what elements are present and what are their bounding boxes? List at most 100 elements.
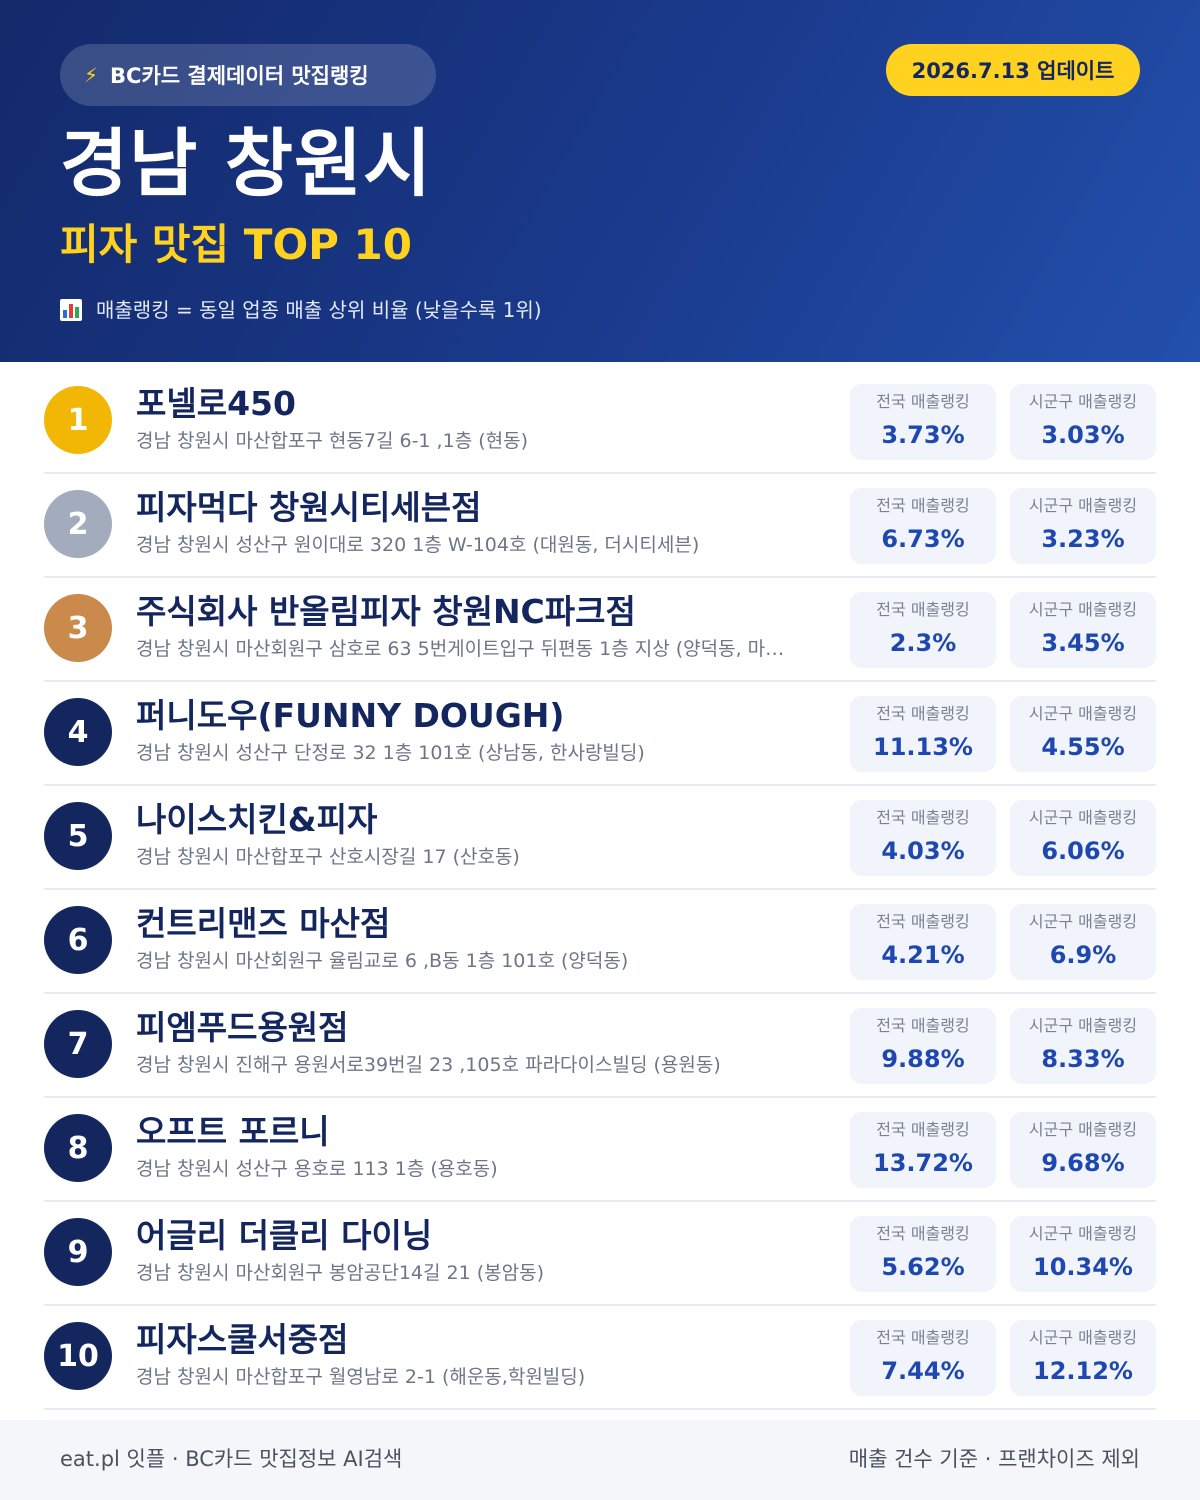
national-ranking-label: 전국 매출랭킹 xyxy=(876,808,970,827)
district-ranking-label: 시군구 매출랭킹 xyxy=(1028,1016,1138,1035)
restaurant-name[interactable]: 피자스쿨서중점 xyxy=(136,1320,349,1359)
restaurant-name[interactable]: 퍼니도우(FUNNY DOUGH) xyxy=(136,696,565,735)
district-ranking-label: 시군구 매출랭킹 xyxy=(1028,808,1138,827)
national-ranking-value: 9.88% xyxy=(881,1045,965,1073)
district-ranking-value: 3.23% xyxy=(1041,525,1125,553)
rank-badge: 8 xyxy=(44,1114,112,1182)
footer: eat.pl 잇플 · BC카드 맛집정보 AI검색 매출 건수 기준 · 프랜… xyxy=(0,1420,1200,1500)
header-banner: ⚡ BC카드 결제데이터 맛집랭킹 2026.7.13 업데이트 경남 창원시 … xyxy=(0,0,1200,362)
rank-badge: 3 xyxy=(44,594,112,662)
restaurant-row[interactable]: 10 피자스쿨서중점 경남 창원시 마산합포구 월영남로 2-1 (해운동,학원빌딩… xyxy=(44,1306,1156,1410)
restaurant-row[interactable]: 1 포넬로450 경남 창원시 마산합포구 현동7길 6-1 ,1층 (현동) 전국 … xyxy=(44,370,1156,474)
national-ranking-box: 전국 매출랭킹 3.73% xyxy=(850,384,996,460)
national-ranking-box: 전국 매출랭킹 9.88% xyxy=(850,1008,996,1084)
restaurant-address: 경남 창원시 마산회원구 봉암공단14길 21 (봉암동) xyxy=(136,1262,545,1284)
ranking-note: 매출랭킹 = 동일 업종 매출 상위 비율 (낮을수록 1위) xyxy=(60,292,542,328)
footer-source: eat.pl 잇플 · BC카드 맛집정보 AI검색 xyxy=(60,1447,403,1471)
restaurant-name[interactable]: 오프트 포르니 xyxy=(136,1112,330,1151)
district-ranking-label: 시군구 매출랭킹 xyxy=(1028,912,1138,931)
national-ranking-box: 전국 매출랭킹 4.21% xyxy=(850,904,996,980)
restaurant-address: 경남 창원시 마산합포구 산호시장길 17 (산호동) xyxy=(136,846,520,868)
rank-badge: 5 xyxy=(44,802,112,870)
national-ranking-value: 4.03% xyxy=(881,837,965,865)
district-ranking-box: 시군구 매출랭킹 6.06% xyxy=(1010,800,1156,876)
bar-chart-icon xyxy=(60,299,82,321)
restaurant-row[interactable]: 4 퍼니도우(FUNNY DOUGH) 경남 창원시 성산구 단정로 32 1층 1… xyxy=(44,682,1156,786)
rank-badge: 7 xyxy=(44,1010,112,1078)
restaurant-address: 경남 창원시 마산합포구 월영남로 2-1 (해운동,학원빌딩) xyxy=(136,1366,586,1388)
rank-badge: 1 xyxy=(44,386,112,454)
district-ranking-value: 10.34% xyxy=(1033,1253,1133,1281)
page-subtitle: 피자 맛집 TOP 10 xyxy=(60,220,413,269)
district-ranking-label: 시군구 매출랭킹 xyxy=(1028,1224,1138,1243)
district-ranking-value: 4.55% xyxy=(1041,733,1125,761)
restaurant-list: 1 포넬로450 경남 창원시 마산합포구 현동7길 6-1 ,1층 (현동) 전국 … xyxy=(44,370,1156,1410)
national-ranking-value: 11.13% xyxy=(873,733,973,761)
restaurant-address: 경남 창원시 마산합포구 현동7길 6-1 ,1층 (현동) xyxy=(136,430,528,452)
restaurant-address: 경남 창원시 마산회원구 율림교로 6 ,B동 1층 101호 (양덕동) xyxy=(136,950,629,972)
rank-badge: 4 xyxy=(44,698,112,766)
national-ranking-box: 전국 매출랭킹 5.62% xyxy=(850,1216,996,1292)
district-ranking-box: 시군구 매출랭킹 9.68% xyxy=(1010,1112,1156,1188)
district-ranking-box: 시군구 매출랭킹 8.33% xyxy=(1010,1008,1156,1084)
national-ranking-label: 전국 매출랭킹 xyxy=(876,912,970,931)
district-ranking-box: 시군구 매출랭킹 3.45% xyxy=(1010,592,1156,668)
national-ranking-label: 전국 매출랭킹 xyxy=(876,600,970,619)
lightning-icon: ⚡ xyxy=(84,63,99,87)
restaurant-name[interactable]: 주식회사 반올림피자 창원NC파크점 xyxy=(136,592,636,631)
restaurant-address: 경남 창원시 진해구 용원서로39번길 23 ,105호 파라다이스빌딩 (용원… xyxy=(136,1054,721,1076)
district-ranking-value: 9.68% xyxy=(1041,1149,1125,1177)
source-pill-label: BC카드 결제데이터 맛집랭킹 xyxy=(110,64,369,88)
restaurant-address: 경남 창원시 마산회원구 삼호로 63 5번게이트입구 뒤편동 1층 지상 (양… xyxy=(136,638,785,660)
national-ranking-label: 전국 매출랭킹 xyxy=(876,1328,970,1347)
restaurant-name[interactable]: 피엠푸드용원점 xyxy=(136,1008,349,1047)
national-ranking-value: 6.73% xyxy=(881,525,965,553)
restaurant-row[interactable]: 6 컨트리맨즈 마산점 경남 창원시 마산회원구 율림교로 6 ,B동 1층 101… xyxy=(44,890,1156,994)
national-ranking-value: 2.3% xyxy=(889,629,957,657)
district-ranking-label: 시군구 매출랭킹 xyxy=(1028,1328,1138,1347)
rank-badge: 9 xyxy=(44,1218,112,1286)
district-ranking-value: 3.03% xyxy=(1041,421,1125,449)
restaurant-address: 경남 창원시 성산구 단정로 32 1층 101호 (상남동, 한사랑빌딩) xyxy=(136,742,645,764)
district-ranking-label: 시군구 매출랭킹 xyxy=(1028,600,1138,619)
page-title: 경남 창원시 xyxy=(60,121,433,207)
restaurant-name[interactable]: 컨트리맨즈 마산점 xyxy=(136,904,391,943)
restaurant-address: 경남 창원시 성산구 용호로 113 1층 (용호동) xyxy=(136,1158,498,1180)
district-ranking-value: 6.06% xyxy=(1041,837,1125,865)
district-ranking-box: 시군구 매출랭킹 3.23% xyxy=(1010,488,1156,564)
restaurant-address: 경남 창원시 성산구 원이대로 320 1층 W-104호 (대원동, 더시티세… xyxy=(136,534,700,556)
national-ranking-box: 전국 매출랭킹 2.3% xyxy=(850,592,996,668)
district-ranking-value: 8.33% xyxy=(1041,1045,1125,1073)
district-ranking-box: 시군구 매출랭킹 3.03% xyxy=(1010,384,1156,460)
national-ranking-box: 전국 매출랭킹 6.73% xyxy=(850,488,996,564)
national-ranking-value: 13.72% xyxy=(873,1149,973,1177)
district-ranking-value: 6.9% xyxy=(1049,941,1117,969)
ranking-note-text: 매출랭킹 = 동일 업종 매출 상위 비율 (낮을수록 1위) xyxy=(96,298,542,322)
district-ranking-box: 시군구 매출랭킹 4.55% xyxy=(1010,696,1156,772)
district-ranking-box: 시군구 매출랭킹 12.12% xyxy=(1010,1320,1156,1396)
national-ranking-box: 전국 매출랭킹 13.72% xyxy=(850,1112,996,1188)
district-ranking-box: 시군구 매출랭킹 10.34% xyxy=(1010,1216,1156,1292)
restaurant-name[interactable]: 나이스치킨&피자 xyxy=(136,800,378,839)
national-ranking-label: 전국 매출랭킹 xyxy=(876,704,970,723)
restaurant-name[interactable]: 어글리 더클리 다이닝 xyxy=(136,1216,433,1255)
national-ranking-label: 전국 매출랭킹 xyxy=(876,392,970,411)
national-ranking-box: 전국 매출랭킹 7.44% xyxy=(850,1320,996,1396)
national-ranking-value: 3.73% xyxy=(881,421,965,449)
rank-badge: 2 xyxy=(44,490,112,558)
national-ranking-label: 전국 매출랭킹 xyxy=(876,496,970,515)
district-ranking-label: 시군구 매출랭킹 xyxy=(1028,392,1138,411)
national-ranking-label: 전국 매출랭킹 xyxy=(876,1120,970,1139)
source-pill: ⚡ BC카드 결제데이터 맛집랭킹 xyxy=(60,44,436,106)
restaurant-name[interactable]: 피자먹다 창원시티세븐점 xyxy=(136,488,482,527)
district-ranking-value: 12.12% xyxy=(1033,1357,1133,1385)
national-ranking-value: 7.44% xyxy=(881,1357,965,1385)
national-ranking-box: 전국 매출랭킹 11.13% xyxy=(850,696,996,772)
restaurant-name[interactable]: 포넬로450 xyxy=(136,384,296,423)
